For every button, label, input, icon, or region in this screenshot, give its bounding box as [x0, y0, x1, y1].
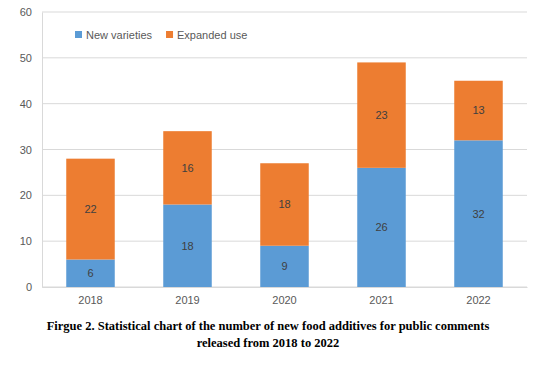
legend-swatch — [75, 31, 82, 38]
y-axis-line — [42, 13, 43, 288]
chart: 0102030405060618926322216182313201820192… — [0, 0, 535, 373]
x-tick-label: 2018 — [78, 294, 102, 306]
title: Firgue 2. Statistical chart of the numbe… — [47, 319, 490, 350]
y-tick-label: 0 — [26, 281, 32, 293]
data-label: 18 — [278, 198, 290, 210]
y-tick: 50 — [20, 52, 42, 64]
x-tick: 2018 — [78, 294, 102, 306]
bar — [66, 159, 115, 260]
data-labels: 6 18 9 26 32 22 16 18 23 13 — [84, 104, 484, 279]
grid-line — [42, 57, 527, 58]
bar — [260, 246, 309, 287]
grid — [42, 12, 527, 287]
y-tick: 20 — [20, 189, 42, 201]
bar — [260, 163, 309, 246]
data-label: 6 — [87, 267, 93, 279]
legend-item: Expanded use — [166, 29, 247, 41]
x-tick-label: 2019 — [175, 294, 199, 306]
bar — [357, 168, 406, 287]
y-tick-label: 30 — [20, 144, 32, 156]
bars — [66, 62, 503, 287]
legend-swatch — [166, 31, 173, 38]
y-tick: 10 — [20, 235, 42, 247]
x-axis-line — [43, 287, 528, 288]
data-label: 32 — [472, 208, 484, 220]
data-label: 26 — [375, 221, 387, 233]
x-tick-label: 2020 — [272, 294, 296, 306]
bar — [454, 140, 503, 287]
x-tick: 2021 — [369, 294, 393, 306]
grid-line — [42, 12, 527, 13]
data-label: 16 — [181, 162, 193, 174]
data-label: 22 — [84, 203, 96, 215]
legend-label: New varieties — [86, 29, 153, 41]
y-tick-label: 20 — [20, 189, 32, 201]
x-tick: 2019 — [175, 294, 199, 306]
plot: 0102030405060618926322216182313201820192… — [20, 6, 528, 306]
y-tick-label: 40 — [20, 98, 32, 110]
y-axis: 0 10 20 30 40 50 60 — [20, 6, 43, 293]
legend: New varieties Expanded use — [75, 29, 247, 41]
x-tick: 2020 — [272, 294, 296, 306]
legend-item: New varieties — [75, 29, 153, 41]
bar — [66, 260, 115, 288]
y-tick: 30 — [20, 144, 42, 156]
x-tick-label: 2021 — [369, 294, 393, 306]
bar — [163, 131, 212, 204]
data-label: 9 — [281, 260, 287, 272]
legend-label: Expanded use — [177, 29, 247, 41]
data-label: 23 — [375, 109, 387, 121]
y-tick-label: 50 — [20, 52, 32, 64]
y-tick-label: 10 — [20, 235, 32, 247]
y-tick: 40 — [20, 98, 42, 110]
bar — [163, 205, 212, 288]
x-tick-label: 2022 — [466, 294, 490, 306]
bar — [454, 81, 503, 141]
data-label: 13 — [472, 104, 484, 116]
y-tick: 60 — [20, 6, 42, 18]
x-axis: 2018 2019 2020 2021 2022 — [43, 288, 528, 306]
x-tick: 2022 — [466, 294, 490, 306]
y-tick: 0 — [26, 281, 42, 293]
y-tick-label: 60 — [20, 6, 32, 18]
data-label: 18 — [181, 240, 193, 252]
bar — [357, 62, 406, 167]
